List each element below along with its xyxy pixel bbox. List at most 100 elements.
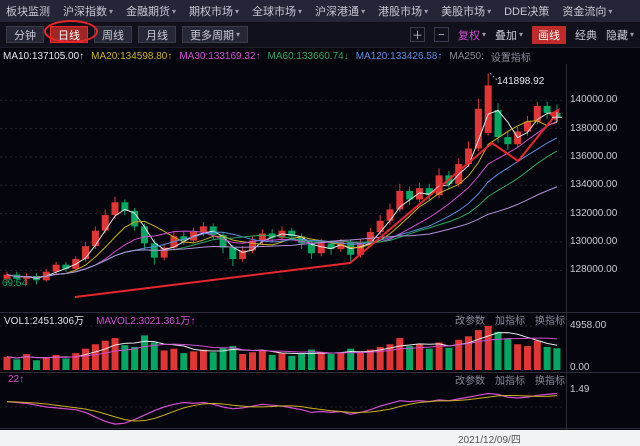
chevron-down-icon: ▾ xyxy=(298,6,303,16)
hide-button[interactable]: 隐藏 ▾ xyxy=(606,27,634,43)
volume-bar xyxy=(160,350,168,370)
nav-item-0[interactable]: 板块监测 xyxy=(6,6,50,18)
volume-bar xyxy=(445,347,453,370)
volume-bar xyxy=(23,354,31,370)
candle-body xyxy=(131,210,139,227)
macd-actions-link-2[interactable]: 换指标 xyxy=(535,376,565,387)
macd-actions-link-1[interactable]: 加指标 xyxy=(495,376,525,387)
set-indicator-link[interactable]: 设置指标 xyxy=(490,52,531,64)
low-price-label: 69:54 xyxy=(2,278,28,289)
candle-body xyxy=(425,188,433,196)
chevron-down-icon: ▾ xyxy=(109,6,114,16)
period-button-分钟[interactable]: 分钟 xyxy=(6,26,44,43)
price-axis-label: 140000.00 xyxy=(570,94,618,106)
volume-bar xyxy=(543,346,551,370)
nav-item-3[interactable]: 期权市场 ▾ xyxy=(189,6,240,18)
volume-bar xyxy=(82,348,90,370)
nav-item-5[interactable]: 沪深港通 ▾ xyxy=(315,6,366,18)
volume-bar xyxy=(268,354,276,370)
volume-bar xyxy=(131,346,139,370)
volume-bar xyxy=(140,335,148,370)
candle-body xyxy=(415,188,423,200)
up-arrow-icon: ↑ xyxy=(19,374,25,385)
volume-bar xyxy=(533,340,541,370)
dif-line xyxy=(6,392,557,425)
nav-item-6[interactable]: 港股市场 ▾ xyxy=(378,6,429,18)
candle-body xyxy=(494,110,502,138)
draw-line-button[interactable]: 画线 xyxy=(531,25,566,44)
volume-bar xyxy=(494,331,502,370)
zoom-in-button[interactable]: ＋ xyxy=(409,27,425,42)
candle-body xyxy=(327,243,335,250)
period-button-月线[interactable]: 月线 xyxy=(138,26,176,43)
annotation-layer xyxy=(74,72,562,298)
top-nav: 板块监测 沪深指数 ▾ 金融期货 ▾ 期权市场 ▾ 全球市场 ▾ 沪深港通 ▾ 港股市场 ▾ 美股市场 ▾ D… xyxy=(0,0,640,22)
ma-indicator-row: MA10:137105.00↑ MA20:134598.80↑ MA30:13316… xyxy=(0,48,640,64)
mavol-value: MAVOL2:3021.361万↑ xyxy=(96,312,195,327)
chevron-down-icon: ▾ xyxy=(608,6,613,16)
ma-magenta-line xyxy=(6,120,558,278)
nav-item-9[interactable]: 资金流向 ▾ xyxy=(562,6,613,18)
volume-bar xyxy=(465,336,473,370)
volume-actions-link-2[interactable]: 换指标 xyxy=(535,316,565,327)
peak-price-label: 141898.92 xyxy=(497,76,545,87)
volume-bar xyxy=(170,348,178,370)
price-axis-label: 130000.00 xyxy=(570,235,618,247)
macd-actions-link-0[interactable]: 改参数 xyxy=(455,376,485,387)
volume-bar xyxy=(484,326,492,370)
volume-bar xyxy=(52,354,60,370)
candles-layer xyxy=(3,73,561,286)
volume-bar xyxy=(219,347,227,370)
ma-white-line xyxy=(6,109,557,279)
volume-bar xyxy=(180,353,188,370)
overlay-button[interactable]: 叠加 ▾ xyxy=(495,27,523,43)
zoom-out-button[interactable]: − xyxy=(433,27,449,42)
candlestick-chart[interactable] xyxy=(0,64,640,430)
ma-lines-layer xyxy=(6,109,558,279)
volume-actions-link-0[interactable]: 改参数 xyxy=(455,316,485,327)
period-button-更多周期[interactable]: 更多周期 ▾ xyxy=(182,26,249,43)
volume-bar xyxy=(249,352,256,370)
candle-body xyxy=(435,175,443,196)
ma-label-1: MA20:134598.80↑ xyxy=(91,50,173,62)
classic-button[interactable]: 经典 xyxy=(575,27,597,43)
nav-item-2[interactable]: 金融期货 ▾ xyxy=(126,6,177,18)
volume-bar xyxy=(298,354,306,370)
ma-green-line xyxy=(6,150,558,278)
volume-bar xyxy=(307,349,315,370)
candle-body xyxy=(406,190,414,200)
arrowhead xyxy=(549,108,560,121)
candle-body xyxy=(219,234,227,248)
period-button-周线[interactable]: 周线 xyxy=(94,26,132,43)
up-arrow-icon: ↑ xyxy=(190,316,196,327)
volume-bar xyxy=(406,346,414,370)
candle-body xyxy=(160,247,168,258)
volume-bar xyxy=(366,349,374,370)
volume-bar xyxy=(150,342,158,370)
candle-body xyxy=(543,105,551,114)
drawn-trend-line xyxy=(74,142,493,298)
price-axis-label: 128000.00 xyxy=(570,264,618,276)
vol-value: VOL1:2451.306万 xyxy=(4,316,85,327)
candle-body xyxy=(307,243,315,254)
candle-body xyxy=(62,264,70,269)
vol-ma2-line xyxy=(6,337,557,359)
volume-bar xyxy=(553,348,561,370)
price-axis-label: 132000.00 xyxy=(570,207,618,219)
candle-body xyxy=(533,105,541,122)
period-button-日线[interactable]: 日线 xyxy=(50,26,88,43)
nav-item-8[interactable]: DDE决策 xyxy=(504,6,550,18)
fuquan-button[interactable]: 复权 ▾ xyxy=(458,27,486,43)
nav-item-1[interactable]: 沪深指数 ▾ xyxy=(63,6,114,18)
volume-bar xyxy=(101,340,109,370)
nav-item-4[interactable]: 全球市场 ▾ xyxy=(252,6,303,18)
candle-body xyxy=(249,240,256,251)
chevron-down-icon: ▾ xyxy=(518,30,523,39)
volume-bar xyxy=(514,344,522,370)
volume-bar xyxy=(347,348,355,370)
nav-item-7[interactable]: 美股市场 ▾ xyxy=(441,6,492,18)
candle-body xyxy=(52,264,60,272)
volume-actions-link-1[interactable]: 加指标 xyxy=(495,316,525,327)
price-axis-label: 134000.00 xyxy=(570,179,618,191)
candle-body xyxy=(111,202,119,216)
